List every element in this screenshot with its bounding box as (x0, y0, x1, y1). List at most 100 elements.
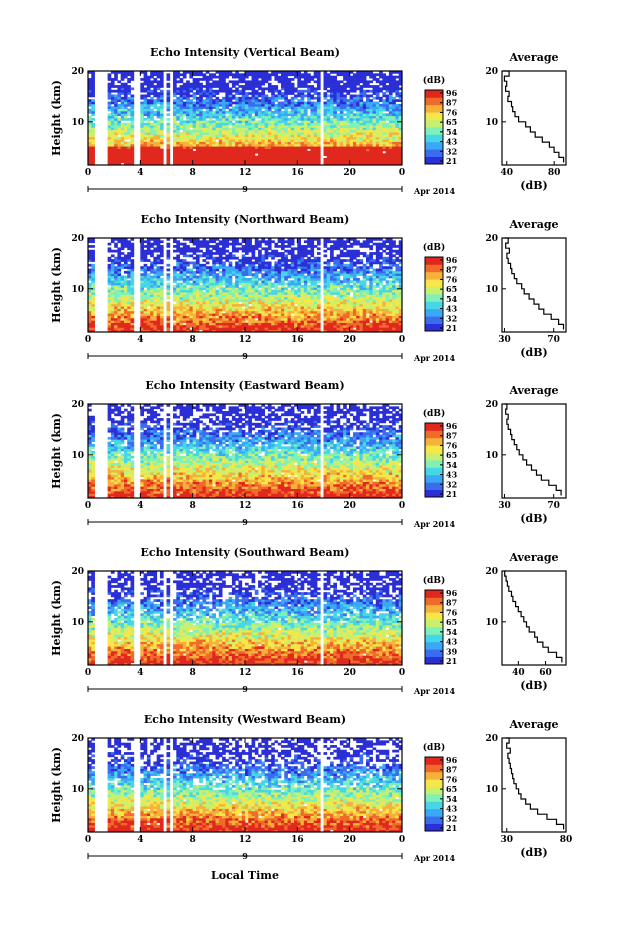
heatmap-cell (280, 96, 285, 100)
heatmap-cell (238, 146, 243, 149)
heatmap-cell (218, 259, 223, 262)
heatmap-cell (218, 327, 223, 331)
heatmap-cell (146, 136, 151, 140)
heatmap-cell (235, 240, 239, 244)
heatmap-cell (277, 125, 282, 128)
heatmap-cell (173, 136, 177, 140)
heatmap-cell (199, 106, 203, 109)
heatmap-cell (245, 249, 249, 253)
heatmap-cell (199, 299, 203, 302)
heatmap-cell (202, 238, 207, 241)
heatmap-cell (202, 242, 207, 246)
heatmap-cell (366, 113, 370, 117)
heatmap-cell (209, 92, 213, 95)
heatmap-cell (140, 127, 144, 131)
heatmap-cell (228, 324, 233, 328)
heatmap-cell (251, 92, 256, 95)
heatmap-cell (290, 162, 295, 166)
heatmap-cell (287, 143, 292, 147)
y-tick-label: 20 (71, 67, 84, 77)
heatmap-cell (182, 275, 187, 279)
heatmap-cell (375, 110, 380, 114)
heatmap-cell (271, 289, 275, 293)
heatmap-cell (241, 113, 246, 117)
heatmap-cell (127, 259, 131, 262)
heatmap-cell (218, 296, 223, 300)
heatmap-cell (271, 273, 275, 276)
heatmap-cell (254, 324, 259, 328)
heatmap-cell (123, 299, 128, 302)
heatmap-cell (274, 303, 279, 307)
heatmap-cell (156, 238, 161, 241)
heatmap-cell (176, 96, 180, 100)
heatmap-cell (117, 280, 122, 284)
heatmap-cell (248, 299, 252, 302)
heatmap-cell (140, 289, 144, 293)
heatmap-cell (173, 245, 177, 248)
heatmap-cell (205, 254, 210, 258)
heatmap-cell (195, 110, 200, 114)
heatmap-cell (202, 129, 207, 133)
heatmap-cell (231, 132, 236, 135)
date-label: Apr 2014 (413, 186, 456, 196)
heatmap-cell (195, 103, 200, 107)
heatmap-cell (352, 120, 357, 124)
heatmap-cell (186, 292, 190, 295)
heatmap-cell (330, 136, 334, 140)
heatmap-cell (176, 113, 180, 117)
heatmap-cell (388, 120, 393, 124)
heatmap-cell (274, 143, 279, 147)
heatmap-cell (231, 148, 236, 152)
heatmap-cell (258, 75, 262, 79)
heatmap-cell (261, 132, 266, 135)
heatmap-cell (284, 115, 288, 119)
heatmap-cell (264, 254, 269, 258)
heatmap-cell (179, 73, 184, 77)
heatmap-cell (218, 242, 223, 246)
heatmap-cell (313, 129, 318, 133)
heatmap-cell (356, 99, 360, 102)
heatmap-cell (146, 94, 151, 98)
heatmap-cell (343, 78, 347, 81)
heatmap-cell (156, 299, 161, 302)
heatmap-cell (323, 82, 328, 86)
heatmap-cell (245, 80, 249, 84)
heatmap-cell (107, 292, 112, 295)
heatmap-cell (258, 313, 262, 316)
heatmap-cell (130, 143, 135, 147)
heatmap-cell (215, 85, 220, 88)
heatmap-cell (231, 118, 236, 121)
heatmap-cell (241, 308, 246, 312)
heatmap-cell (254, 289, 259, 293)
heatmap-cell (179, 329, 184, 333)
heatmap-cell (222, 313, 226, 316)
heatmap-cell (254, 256, 259, 260)
heatmap-cell (120, 125, 125, 128)
heatmap-cell (114, 129, 118, 133)
heatmap-cell (91, 157, 95, 161)
heatmap-cell (225, 150, 230, 154)
heatmap-cell (326, 139, 331, 142)
heatmap-cell (264, 289, 269, 293)
heatmap-cell (248, 240, 252, 244)
heatmap-cell (166, 303, 171, 307)
heatmap-cell (254, 280, 259, 284)
heatmap-cell (343, 129, 347, 133)
heatmap-cell (130, 75, 135, 79)
colorbar-tick-label: 32 (446, 146, 457, 156)
heatmap-cell (228, 280, 233, 284)
heatmap-cell (195, 118, 200, 121)
heatmap-cell (222, 247, 226, 251)
heatmap-cell (235, 315, 239, 319)
heatmap-cell (375, 125, 380, 128)
heatmap-cell (245, 261, 249, 265)
heatmap-cell (189, 315, 194, 319)
heatmap-cell (202, 106, 207, 109)
heatmap-cell (241, 146, 246, 149)
heatmap-cell (143, 273, 148, 276)
heatmap-cell (192, 87, 197, 91)
heatmap-cell (140, 275, 144, 279)
heatmap-cell (392, 118, 396, 121)
heatmap-cell (153, 73, 158, 77)
heatmap-cell (330, 106, 334, 109)
